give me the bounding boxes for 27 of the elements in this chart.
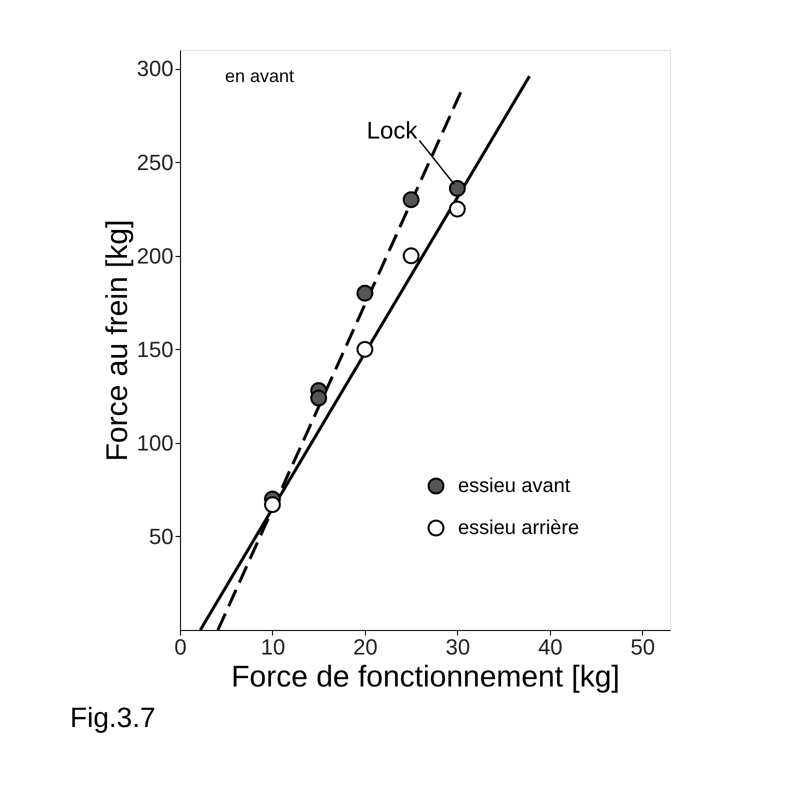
caption: Fig.3.7 (70, 702, 156, 733)
legend-label: essieu arrière (458, 517, 580, 539)
x-tick-label: 0 (174, 634, 187, 660)
x-tick-label: 50 (630, 634, 656, 660)
x-tick-label: 40 (538, 634, 563, 660)
legend-label: essieu avant (458, 475, 571, 497)
point (264, 496, 281, 514)
x-axis-title: Force de fonctionnement [kg] (231, 660, 620, 694)
y-tick-label: 250 (136, 150, 174, 175)
x-tick-label: 30 (446, 634, 470, 660)
annotation: Lock (366, 117, 418, 144)
point (356, 284, 374, 302)
y-tick-label: 200 (136, 243, 174, 268)
point (448, 180, 466, 197)
y-tick-label: 300 (136, 56, 174, 82)
point (356, 340, 374, 358)
y-tick-label: 150 (136, 336, 174, 362)
x-tick-label: 10 (260, 634, 286, 660)
y-axis-title: Force au frein [kg] (100, 220, 134, 462)
point (402, 191, 420, 208)
y-tick-label: 50 (149, 524, 174, 549)
x-tick-label: 20 (353, 634, 378, 660)
annotation: en avant (225, 66, 294, 86)
point (402, 247, 420, 264)
point (448, 200, 466, 218)
point (310, 390, 328, 406)
y-tick-label: 100 (136, 430, 174, 456)
